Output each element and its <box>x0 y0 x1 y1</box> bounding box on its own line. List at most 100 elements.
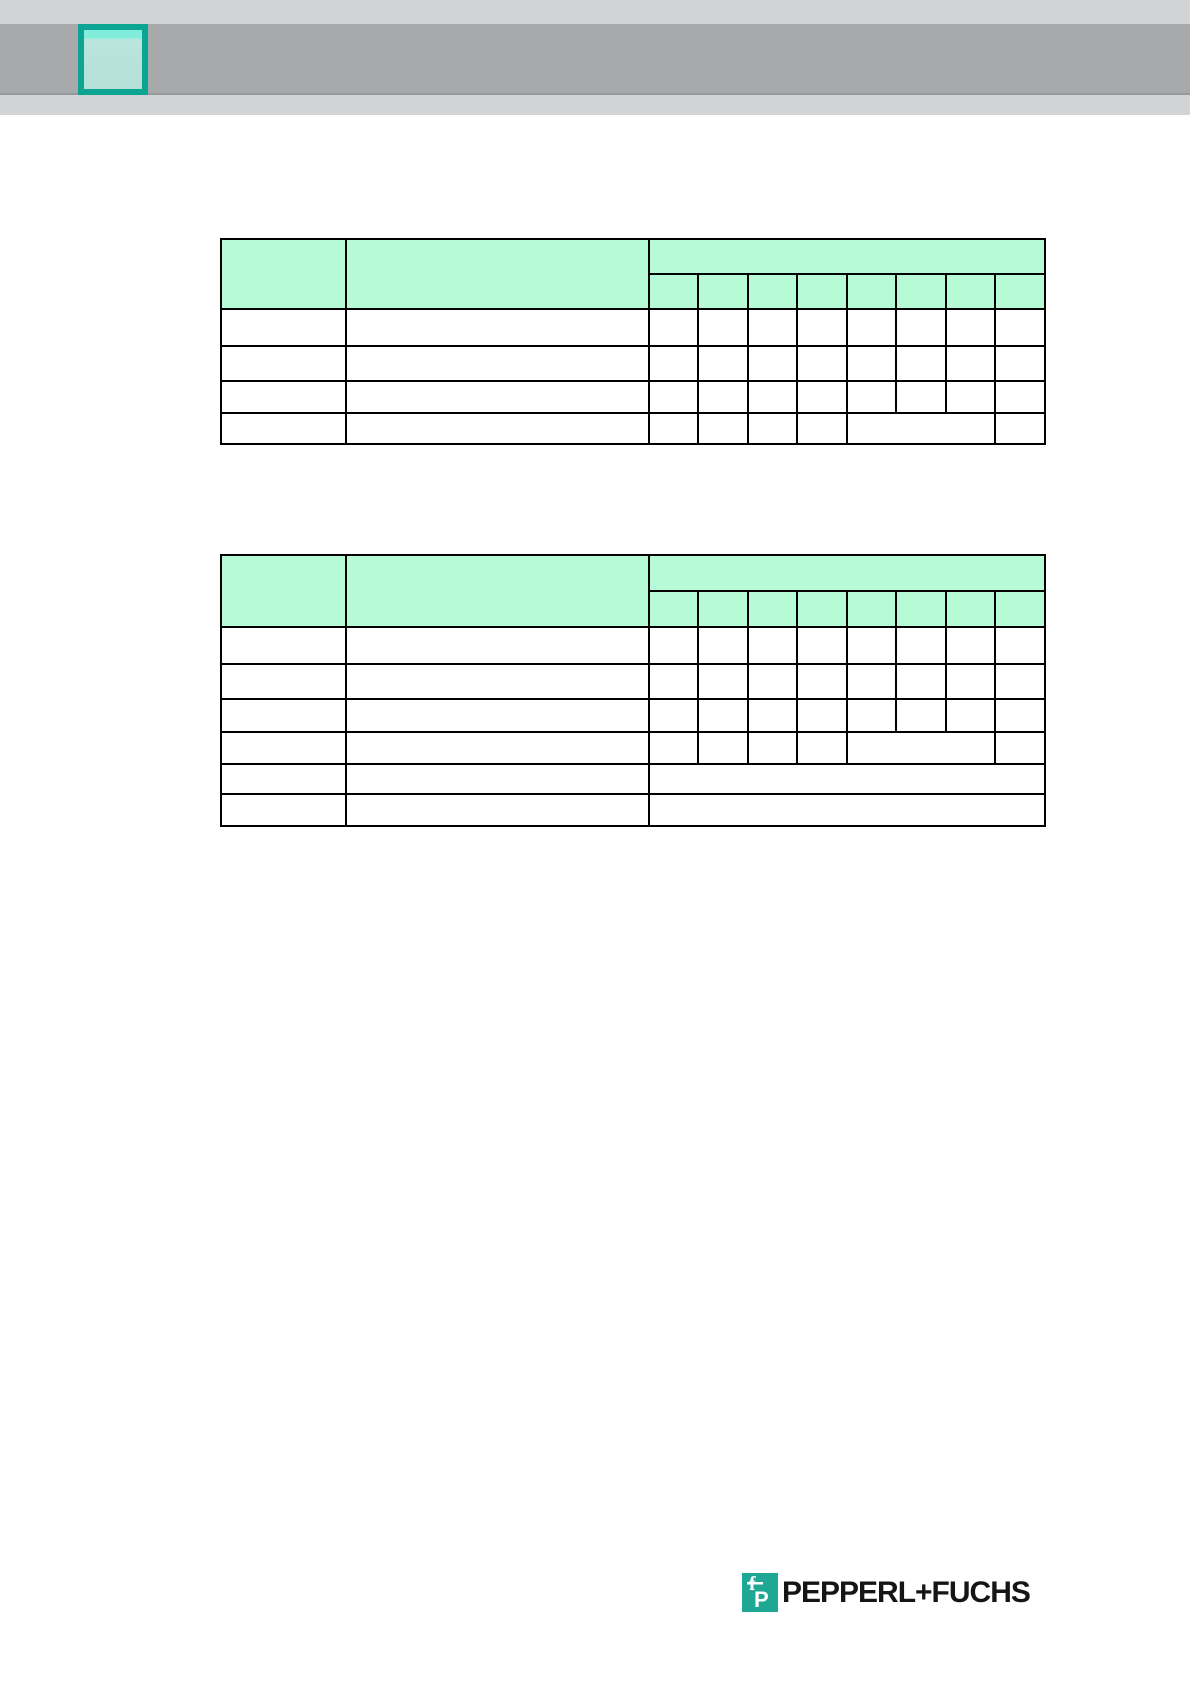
body-group-cell <box>796 626 848 665</box>
body-group-cell <box>846 380 897 414</box>
table-row <box>220 308 1046 347</box>
body-col2-cell <box>345 663 650 700</box>
body-group-cell <box>846 412 996 445</box>
body-group-cell <box>846 345 897 382</box>
body-group-cell <box>796 698 848 733</box>
body-group-cell <box>747 380 798 414</box>
header-subcol-cell <box>895 590 947 628</box>
body-group-cell <box>945 308 996 347</box>
header-group-cell <box>648 554 1046 592</box>
body-group-cell <box>648 380 699 414</box>
body-group-cell <box>945 380 996 414</box>
body-col2-cell <box>345 412 650 445</box>
body-group-cell <box>895 663 947 700</box>
table-row <box>220 626 1046 665</box>
body-group-cell <box>945 698 996 733</box>
table-row <box>220 663 1046 700</box>
table-row <box>220 412 1046 445</box>
body-group-cell <box>697 380 749 414</box>
table-row <box>220 793 1046 827</box>
body-group-cell <box>697 412 749 445</box>
header-subcol-cell <box>648 273 699 310</box>
body-group-cell <box>747 308 798 347</box>
banner-strip-top <box>0 0 1190 24</box>
spec-table-2 <box>220 554 1046 827</box>
body-group-cell <box>648 698 699 733</box>
body-group-cell <box>796 380 848 414</box>
brand-name: PEPPERL+FUCHS <box>782 1576 1031 1609</box>
header-subcol-cell <box>648 590 699 628</box>
body-group-cell <box>648 308 699 347</box>
body-col1-cell <box>220 380 347 414</box>
body-group-cell <box>648 763 1046 795</box>
body-group-cell <box>747 626 798 665</box>
body-col2-cell <box>345 308 650 347</box>
body-group-cell <box>895 380 947 414</box>
spec-table-1 <box>220 238 1046 445</box>
body-group-cell <box>994 698 1046 733</box>
body-group-cell <box>796 731 848 765</box>
pf-logo-icon: f P <box>742 1573 778 1612</box>
header-subcol-cell <box>994 273 1046 310</box>
body-group-cell <box>895 626 947 665</box>
body-col2-cell <box>345 626 650 665</box>
pepperl-fuchs-logo: f P PEPPERL+FUCHS <box>742 1573 1031 1612</box>
svg-text:P: P <box>754 1587 769 1612</box>
body-group-cell <box>747 731 798 765</box>
body-group-cell <box>994 308 1046 347</box>
body-col1-cell <box>220 698 347 733</box>
body-group-cell <box>945 345 996 382</box>
header-subcol-cell <box>747 590 798 628</box>
body-col1-cell <box>220 763 347 795</box>
body-group-cell <box>796 412 848 445</box>
header-subcol-cell <box>697 590 749 628</box>
table-row <box>220 380 1046 414</box>
body-col2-cell <box>345 731 650 765</box>
body-group-cell <box>697 731 749 765</box>
body-group-cell <box>648 793 1046 827</box>
body-group-cell <box>994 663 1046 700</box>
body-col1-cell <box>220 663 347 700</box>
body-group-cell <box>747 412 798 445</box>
table-row <box>220 731 1046 765</box>
body-col2-cell <box>345 345 650 382</box>
body-group-cell <box>697 308 749 347</box>
body-col2-cell <box>345 763 650 795</box>
body-group-cell <box>846 663 897 700</box>
body-group-cell <box>895 698 947 733</box>
header-col2-cell <box>345 238 650 310</box>
header-subcol-cell <box>846 273 897 310</box>
body-group-cell <box>648 345 699 382</box>
body-col2-cell <box>345 380 650 414</box>
body-col1-cell <box>220 412 347 445</box>
body-col2-cell <box>345 698 650 733</box>
body-group-cell <box>945 663 996 700</box>
body-group-cell <box>796 308 848 347</box>
body-group-cell <box>747 345 798 382</box>
body-group-cell <box>648 663 699 700</box>
body-col1-cell <box>220 731 347 765</box>
body-group-cell <box>895 345 947 382</box>
body-group-cell <box>648 626 699 665</box>
chapter-accent-box <box>78 24 148 95</box>
body-col1-cell <box>220 345 347 382</box>
banner-strip-bottom <box>0 95 1190 115</box>
header-subcol-cell <box>796 590 848 628</box>
header-subcol-cell <box>846 590 897 628</box>
body-group-cell <box>994 626 1046 665</box>
table-row <box>220 763 1046 795</box>
body-col1-cell <box>220 626 347 665</box>
body-col1-cell <box>220 793 347 827</box>
header-col1-cell <box>220 554 347 628</box>
banner-band <box>0 24 1190 95</box>
header-group-cell <box>648 238 1046 275</box>
body-group-cell <box>697 698 749 733</box>
banner-band-edge <box>0 93 1190 95</box>
header-subcol-cell <box>994 590 1046 628</box>
header-subcol-cell <box>796 273 848 310</box>
body-group-cell <box>697 663 749 700</box>
header-subcol-cell <box>945 273 996 310</box>
body-group-cell <box>697 626 749 665</box>
header-subcol-cell <box>747 273 798 310</box>
